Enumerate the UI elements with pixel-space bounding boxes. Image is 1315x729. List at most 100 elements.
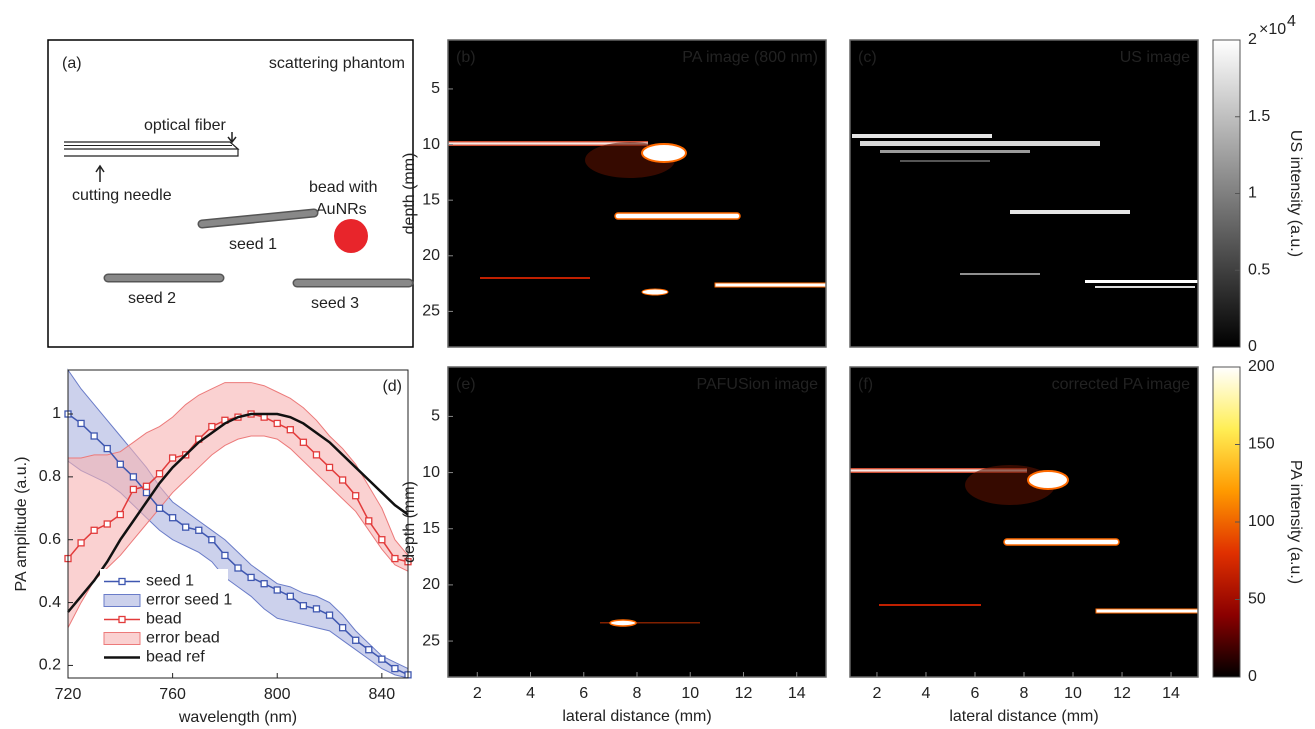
- legend-label: error seed 1: [146, 592, 232, 609]
- x-tick-label: 6: [579, 685, 588, 702]
- colorbar-multiplier: ×10: [1259, 21, 1286, 38]
- y-tick-label: 5: [431, 408, 440, 425]
- colorbar-label: US intensity (a.u.): [1287, 130, 1304, 257]
- x-tick-label: 4: [922, 685, 931, 702]
- image-title: US image: [1120, 49, 1190, 66]
- corrected-image-content: [850, 465, 1199, 614]
- colorbar-tick-label: 200: [1248, 358, 1275, 375]
- x-tick-label: 800: [264, 686, 291, 703]
- x-tick-label: 12: [1113, 685, 1131, 702]
- image-background: [850, 367, 1198, 677]
- marker: [103, 444, 111, 453]
- x-tick-label: 4: [526, 685, 535, 702]
- y-tick-label: 1: [52, 405, 61, 422]
- legend-label: bead: [146, 611, 182, 628]
- y-tick-label: 0.8: [39, 468, 61, 485]
- colorbar-tick-label: 50: [1248, 591, 1266, 608]
- x-tick-label: 10: [681, 685, 699, 702]
- marker: [195, 526, 203, 534]
- legend-marker: [118, 615, 126, 624]
- y-tick-label: 15: [422, 520, 440, 537]
- y-axis-label: depth (mm): [401, 153, 418, 235]
- marker: [247, 573, 255, 582]
- x-tick-label: 10: [1064, 685, 1082, 702]
- colorbar-tick-label: 1.5: [1248, 108, 1270, 125]
- marker: [116, 510, 124, 519]
- x-tick-label: 760: [159, 686, 186, 703]
- marker: [365, 517, 373, 525]
- phantom-diagram: (a) scattering phantom optical fiber cut…: [47, 39, 414, 348]
- marker: [182, 523, 190, 531]
- y-tick-label: 15: [422, 191, 440, 208]
- colorbar-tick-label: 0: [1248, 668, 1257, 685]
- marker: [208, 536, 216, 544]
- marker: [103, 520, 111, 528]
- panel-label: (f): [858, 376, 873, 393]
- needle-shape: [64, 141, 240, 157]
- marker: [338, 476, 347, 484]
- seed-label: seed 3: [311, 295, 359, 312]
- marker: [299, 438, 308, 446]
- panel-label: (d): [382, 378, 402, 395]
- marker: [208, 422, 216, 431]
- image-title: corrected PA image: [1052, 376, 1191, 393]
- marker: [90, 526, 98, 534]
- panel-label: (c): [858, 49, 877, 66]
- marker: [378, 655, 386, 663]
- seed-label: seed 1: [229, 236, 277, 253]
- image-title: PAFUSion image: [696, 376, 818, 393]
- seed-label: seed 2: [128, 290, 176, 307]
- marker: [286, 592, 294, 600]
- x-tick-label: 8: [1020, 685, 1029, 702]
- series-line: [67, 412, 409, 613]
- marker: [352, 492, 360, 500]
- seed-shape: [199, 210, 317, 227]
- legend-swatch: [103, 632, 141, 645]
- marker: [155, 470, 164, 478]
- marker: [234, 564, 242, 572]
- marker: [116, 460, 124, 468]
- marker: [77, 419, 85, 428]
- colorbar-tick-label: 100: [1248, 513, 1275, 530]
- marker: [129, 473, 138, 481]
- image-background: [448, 367, 826, 677]
- colorbar-tick-label: 2: [1248, 31, 1257, 48]
- marker: [378, 536, 386, 544]
- marker: [168, 514, 177, 522]
- colorbar-tick-label: 0.5: [1248, 261, 1270, 278]
- marker: [391, 664, 399, 673]
- phantom-title: scattering phantom: [269, 55, 405, 72]
- marker: [338, 624, 347, 632]
- marker: [391, 554, 399, 563]
- y-tick-label: 20: [422, 576, 440, 593]
- marker: [299, 602, 308, 610]
- x-tick-label: 8: [633, 685, 642, 702]
- legend-label: bead ref: [146, 649, 205, 666]
- x-tick-label: 720: [55, 686, 82, 703]
- y-tick-label: 0.2: [39, 657, 61, 674]
- marker: [312, 451, 321, 459]
- y-tick-label: 10: [422, 464, 440, 481]
- y-tick-label: 0.6: [39, 531, 61, 548]
- marker: [273, 586, 281, 594]
- y-axis-label: PA amplitude (a.u.): [13, 457, 30, 592]
- colorbar-label: PA intensity (a.u.): [1287, 460, 1304, 584]
- image-frame: [849, 39, 1199, 348]
- marker: [273, 419, 281, 428]
- x-tick-label: 14: [788, 685, 806, 702]
- y-tick-label: 25: [422, 303, 440, 320]
- x-axis-label: lateral distance (mm): [949, 708, 1098, 725]
- marker: [365, 646, 373, 654]
- x-tick-label: 6: [971, 685, 980, 702]
- needle-label: cutting needle: [72, 187, 172, 204]
- image-background: [850, 40, 1198, 347]
- marker: [168, 454, 177, 462]
- legend-label: error bead: [146, 630, 220, 647]
- marker: [77, 539, 85, 547]
- us-image-content: [852, 134, 1198, 288]
- y-tick-label: 20: [422, 247, 440, 264]
- marker: [312, 605, 321, 613]
- plot-frame: [67, 369, 409, 679]
- colorbar-tick-label: 0: [1248, 338, 1257, 355]
- y-axis-label: depth (mm): [401, 481, 418, 563]
